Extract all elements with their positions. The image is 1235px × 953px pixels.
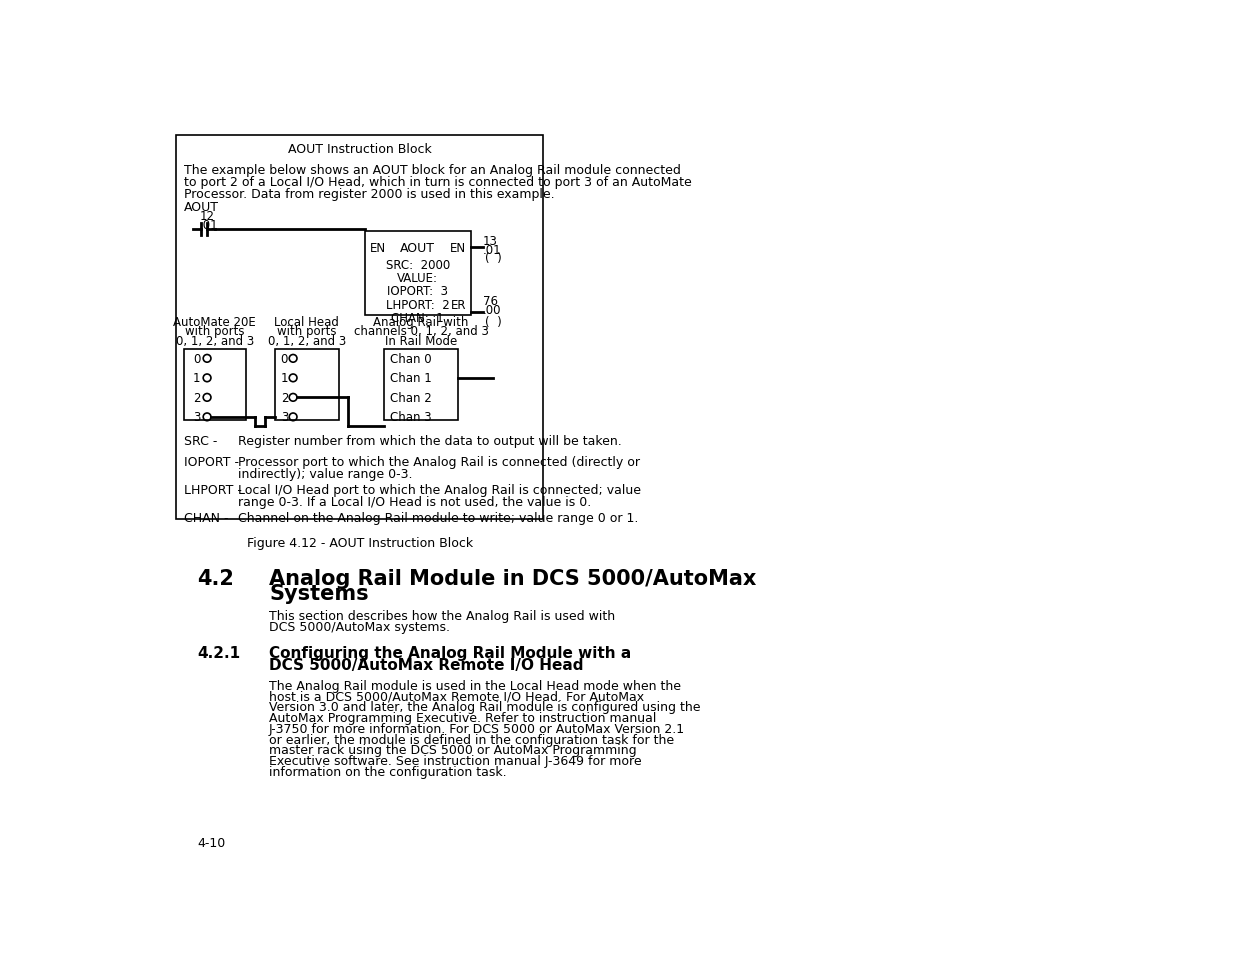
Bar xyxy=(177,136,543,519)
Text: Local I/O Head port to which the Analog Rail is connected; value: Local I/O Head port to which the Analog … xyxy=(238,483,641,497)
Text: information on the configuration task.: information on the configuration task. xyxy=(269,765,506,778)
Text: 4-10: 4-10 xyxy=(198,836,225,849)
Text: master rack using the DCS 5000 or AutoMax Programming: master rack using the DCS 5000 or AutoMa… xyxy=(269,743,637,757)
Text: J-3750 for more information. For DCS 5000 or AutoMax Version 2.1: J-3750 for more information. For DCS 500… xyxy=(269,722,685,735)
Text: SRC -: SRC - xyxy=(184,435,217,447)
Text: .00: .00 xyxy=(483,304,501,316)
Text: 3: 3 xyxy=(193,411,200,424)
Text: host is a DCS 5000/AutoMax Remote I/O Head. For AutoMax: host is a DCS 5000/AutoMax Remote I/O He… xyxy=(269,690,645,702)
Text: LHPORT:  2: LHPORT: 2 xyxy=(387,298,450,312)
Text: Processor. Data from register 2000 is used in this example.: Processor. Data from register 2000 is us… xyxy=(184,188,555,201)
Text: channels 0, 1, 2, and 3: channels 0, 1, 2, and 3 xyxy=(353,325,488,338)
Text: EN: EN xyxy=(450,242,466,255)
Text: range 0-3. If a Local I/O Head is not used, the value is 0.: range 0-3. If a Local I/O Head is not us… xyxy=(238,496,592,508)
Text: Chan 1: Chan 1 xyxy=(390,372,432,385)
Text: AutoMate 20E: AutoMate 20E xyxy=(173,315,256,329)
Text: 0: 0 xyxy=(193,353,200,365)
Text: 1: 1 xyxy=(193,372,200,385)
Text: LHPORT -: LHPORT - xyxy=(184,483,242,497)
Text: Channel on the Analog Rail module to write; value range 0 or 1.: Channel on the Analog Rail module to wri… xyxy=(238,511,638,524)
Bar xyxy=(384,350,458,420)
Text: AOUT: AOUT xyxy=(184,200,219,213)
Text: This section describes how the Analog Rail is used with: This section describes how the Analog Ra… xyxy=(269,610,615,622)
Text: 2: 2 xyxy=(280,392,288,404)
Bar xyxy=(366,232,471,315)
Text: VALUE:: VALUE: xyxy=(398,272,438,285)
Text: 0: 0 xyxy=(280,353,288,365)
Bar xyxy=(274,350,338,420)
Text: .01: .01 xyxy=(483,244,501,256)
Text: Executive software. See instruction manual J-3649 for more: Executive software. See instruction manu… xyxy=(269,755,642,767)
Text: 4.2.1: 4.2.1 xyxy=(198,645,240,660)
Text: 3: 3 xyxy=(280,411,288,424)
Text: The example below shows an AOUT block for an Analog Rail module connected: The example below shows an AOUT block fo… xyxy=(184,164,680,176)
Text: or earlier, the module is defined in the configuration task for the: or earlier, the module is defined in the… xyxy=(269,733,674,746)
Text: .01: .01 xyxy=(199,219,217,232)
Text: SRC:  2000: SRC: 2000 xyxy=(385,259,450,272)
Text: Analog Rail Module in DCS 5000/AutoMax: Analog Rail Module in DCS 5000/AutoMax xyxy=(269,568,757,588)
Text: Configuring the Analog Rail Module with a: Configuring the Analog Rail Module with … xyxy=(269,645,631,660)
Text: Local Head: Local Head xyxy=(274,315,340,329)
Text: 1: 1 xyxy=(280,372,288,385)
Text: Chan 3: Chan 3 xyxy=(390,411,431,424)
Text: with ports: with ports xyxy=(277,325,336,338)
Text: 4.2: 4.2 xyxy=(198,568,233,588)
Text: CHAN -: CHAN - xyxy=(184,511,228,524)
Text: EN: EN xyxy=(369,242,387,255)
Text: AutoMax Programming Executive. Refer to instruction manual: AutoMax Programming Executive. Refer to … xyxy=(269,711,657,724)
Text: (  ): ( ) xyxy=(484,252,501,265)
Text: with ports: with ports xyxy=(185,325,245,338)
Text: In Rail Mode: In Rail Mode xyxy=(385,335,457,347)
Text: AOUT Instruction Block: AOUT Instruction Block xyxy=(288,143,431,156)
Text: Processor port to which the Analog Rail is connected (directly or: Processor port to which the Analog Rail … xyxy=(238,456,640,469)
Text: (  ): ( ) xyxy=(484,315,501,329)
Text: IOPORT:  3: IOPORT: 3 xyxy=(388,285,448,298)
Text: DCS 5000/AutoMax systems.: DCS 5000/AutoMax systems. xyxy=(269,620,450,634)
Text: Chan 2: Chan 2 xyxy=(390,392,432,404)
Text: to port 2 of a Local I/O Head, which in turn is connected to port 3 of an AutoMa: to port 2 of a Local I/O Head, which in … xyxy=(184,176,692,189)
Text: 0, 1, 2, and 3: 0, 1, 2, and 3 xyxy=(175,335,254,347)
Text: AOUT: AOUT xyxy=(400,242,436,255)
Bar xyxy=(184,350,246,420)
Text: 13: 13 xyxy=(483,234,498,248)
Text: indirectly); value range 0-3.: indirectly); value range 0-3. xyxy=(238,467,412,480)
Text: Version 3.0 and later, the Analog Rail module is configured using the: Version 3.0 and later, the Analog Rail m… xyxy=(269,700,700,714)
Text: Chan 0: Chan 0 xyxy=(390,353,431,365)
Text: IOPORT -: IOPORT - xyxy=(184,456,238,469)
Text: DCS 5000/AutoMax Remote I/O Head: DCS 5000/AutoMax Remote I/O Head xyxy=(269,658,584,673)
Text: Register number from which the data to output will be taken.: Register number from which the data to o… xyxy=(238,435,622,447)
Text: CHAN:  1: CHAN: 1 xyxy=(391,312,445,324)
Text: 2: 2 xyxy=(193,392,200,404)
Text: Analog Rail with: Analog Rail with xyxy=(373,315,468,329)
Text: ER: ER xyxy=(451,298,466,312)
Text: 76: 76 xyxy=(483,294,498,307)
Text: 12: 12 xyxy=(199,210,215,223)
Text: The Analog Rail module is used in the Local Head mode when the: The Analog Rail module is used in the Lo… xyxy=(269,679,680,692)
Text: Systems: Systems xyxy=(269,583,369,603)
Text: Figure 4.12 - AOUT Instruction Block: Figure 4.12 - AOUT Instruction Block xyxy=(247,537,473,550)
Text: 0, 1, 2, and 3: 0, 1, 2, and 3 xyxy=(268,335,346,347)
